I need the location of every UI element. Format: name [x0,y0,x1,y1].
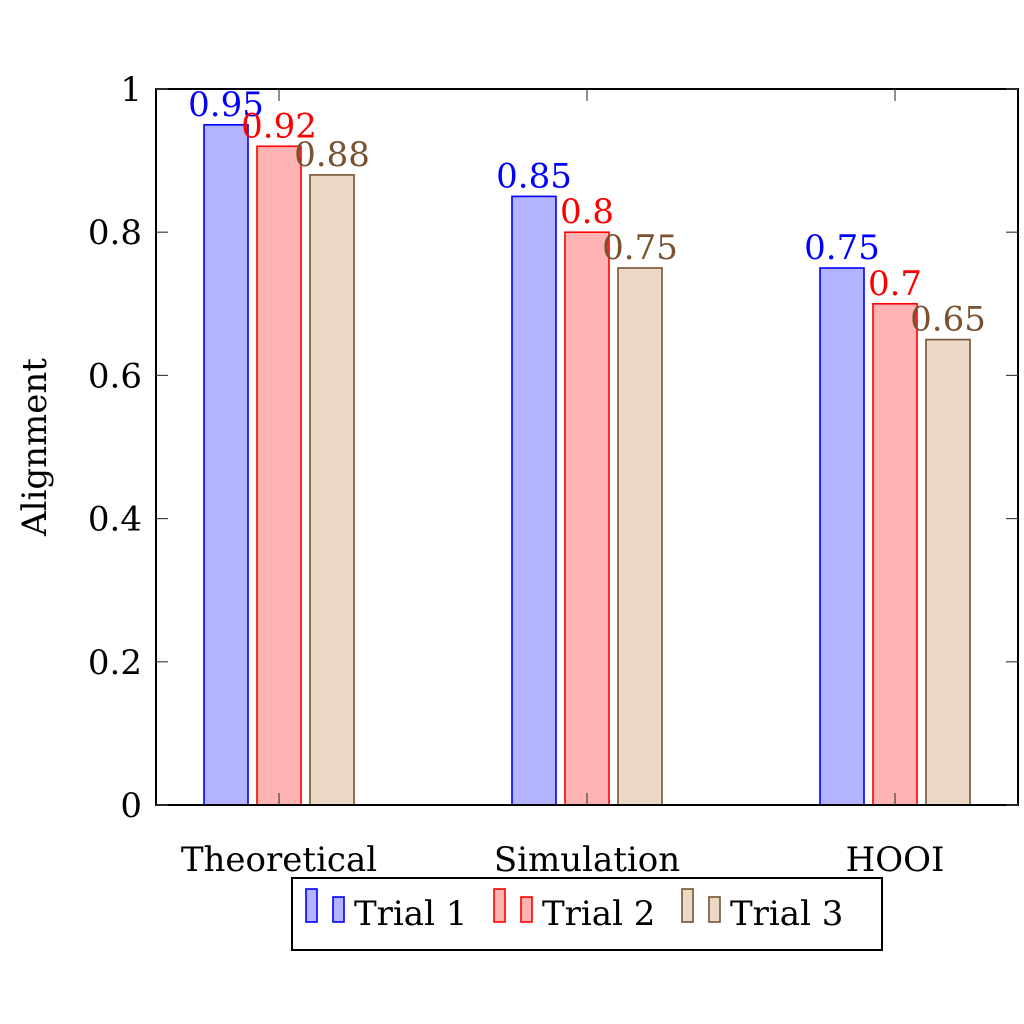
legend-swatch [708,896,721,923]
legend-swatch [520,896,533,923]
legend-swatch [332,896,345,923]
data-label: 0.7 [868,264,922,304]
y-tick-label: 0.4 [88,500,142,540]
legend-label-trial-1: Trial 1 [354,894,467,934]
x-tick-label-theoretical: Theoretical [181,840,377,880]
y-tick-label: 0.2 [88,643,142,683]
plot-area: 0.95 0.85 0.75 0.92 0.8 0.7 0.88 0.75 0.65 0 0.2 0.… [88,70,1019,880]
legend-label-trial-2: Trial 2 [542,894,655,934]
data-label: 0.75 [804,228,880,268]
legend-label-trial-3: Trial 3 [730,894,843,934]
x-tick-label-hooi: HOOI [846,840,945,880]
y-axis-label: Alignment [15,358,55,537]
bar-trial-3-simulation [617,267,663,806]
legend-box [291,877,883,951]
data-label: 0.95 [188,85,264,125]
legend: Trial 1 Trial 2 Trial 3 [291,877,883,951]
bar-trial-1-hooi [819,267,865,806]
y-tick-label: 0 [120,786,142,826]
bar-trial-1-simulation [511,195,557,806]
x-tick-label-simulation: Simulation [494,840,680,880]
legend-swatch [493,888,506,923]
legend-swatch [305,888,318,923]
bar-trial-2-theoretical [256,145,302,806]
data-label: 0.75 [602,228,678,268]
bar-trial-3-hooi [925,338,971,806]
data-label: 0.8 [560,192,614,232]
data-label: 0.85 [496,156,572,196]
bar-trial-3-theoretical [309,174,355,806]
data-label: 0.88 [294,135,370,175]
y-tick-label: 1 [120,70,142,110]
y-tick-label: 0.6 [88,356,142,396]
legend-swatch [681,888,694,923]
y-tick-label: 0.8 [88,213,142,253]
data-label: 0.92 [241,106,317,146]
bar-trial-2-simulation [564,231,610,806]
bar-trial-1-theoretical [203,124,249,806]
data-label: 0.65 [910,300,986,340]
bar-trial-2-hooi [872,302,918,806]
